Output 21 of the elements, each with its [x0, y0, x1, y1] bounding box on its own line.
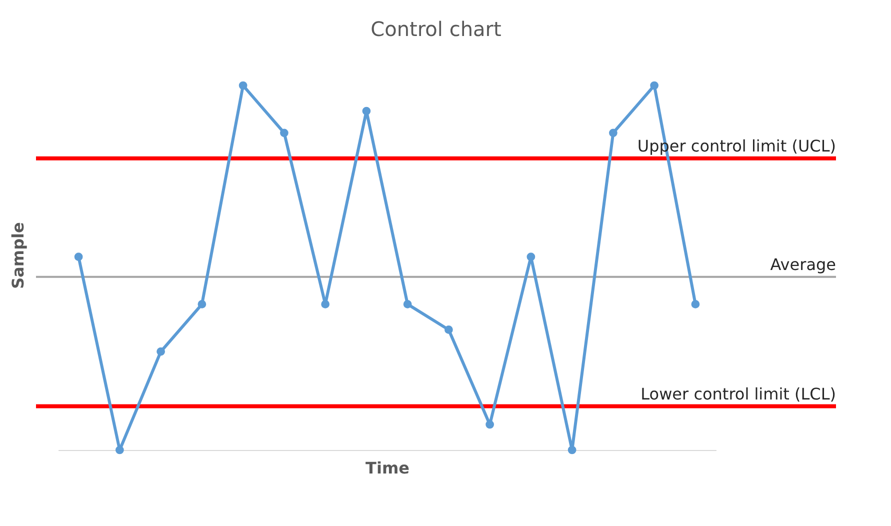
- point: [568, 446, 576, 454]
- point: [486, 420, 494, 429]
- point: [280, 128, 288, 138]
- point: [321, 300, 330, 308]
- point: [198, 300, 206, 308]
- point: [238, 81, 248, 90]
- ref-line-label: Lower control limit (LCL): [640, 384, 836, 404]
- point: [116, 446, 124, 454]
- x-axis-title: Time: [366, 458, 410, 478]
- point: [650, 81, 658, 90]
- point: [156, 347, 165, 356]
- point: [609, 128, 618, 138]
- y-axis-title: Sample: [8, 222, 28, 289]
- point: [444, 326, 453, 334]
- point: [74, 252, 83, 261]
- point: [691, 300, 700, 308]
- ref-line-label: Average: [770, 254, 836, 274]
- point: [526, 252, 536, 261]
- point: [403, 300, 412, 308]
- chart-title: Control chart: [370, 17, 502, 41]
- point: [362, 106, 371, 116]
